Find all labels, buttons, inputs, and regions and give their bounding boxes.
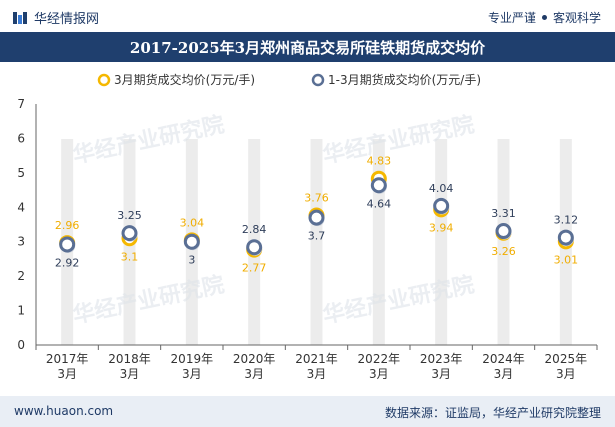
top-bar: 华经情报网 专业严谨 客观科学	[0, 0, 615, 32]
data-label-cumulative: 3.31	[491, 207, 516, 220]
y-tick-label: 1	[17, 304, 25, 318]
data-label-march: 3.26	[491, 245, 516, 258]
data-label-cumulative: 3	[188, 254, 195, 267]
tagline-left: 专业严谨	[487, 11, 536, 25]
x-tick-label: 2024年 3月	[482, 352, 525, 381]
x-tick-label: 2023年 3月	[420, 352, 463, 381]
data-label-march: 3.1	[121, 250, 139, 263]
data-label-cumulative: 4.04	[429, 182, 454, 195]
data-label-cumulative: 2.84	[242, 223, 267, 236]
data-label-march: 3.04	[180, 216, 205, 229]
data-label-march: 2.96	[55, 219, 80, 232]
watermark-text: 华经产业研究院	[71, 111, 227, 168]
point-cumulative	[557, 229, 574, 246]
footer-site[interactable]: www.huaon.com	[14, 404, 114, 418]
legend-marker-cumulative	[311, 73, 325, 87]
legend: 3月期货成交均价(万元/手) 1-3月期货成交均价(万元/手)	[97, 72, 481, 87]
x-tick-label: 2025年 3月	[545, 352, 588, 381]
y-tick-label: 7	[17, 97, 25, 111]
tagline-right: 客观科学	[552, 11, 601, 25]
data-label-march: 3.01	[554, 253, 579, 266]
tagline-dot-icon	[541, 15, 547, 20]
x-tick-label: 2020年 3月	[233, 352, 276, 381]
legend-label-march: 3月期货成交均价(万元/手)	[114, 72, 255, 87]
point-cumulative	[495, 223, 512, 240]
watermark-text: 华经产业研究院	[321, 271, 477, 328]
category-band	[497, 139, 510, 345]
point-cumulative	[433, 197, 450, 214]
marks: 2.96 2.92 3.1 3.25 3.04 3 2.77 2.84 3.76 3.7 4.83 4…	[55, 155, 578, 275]
y-tick-label: 4	[17, 200, 25, 214]
data-label-cumulative: 4.64	[367, 197, 392, 210]
footer: www.huaon.com 数据来源：证监局，华经产业研究院整理	[0, 396, 615, 427]
point-cumulative	[370, 177, 387, 194]
x-tick-label: 2017年 3月	[46, 352, 89, 381]
brand[interactable]: 华经情报网	[12, 8, 99, 27]
point-cumulative	[246, 239, 263, 256]
watermark-text: 华经产业研究院	[71, 271, 227, 328]
x-tick-label: 2018年 3月	[108, 352, 151, 381]
data-label-cumulative: 3.25	[117, 209, 142, 222]
logo-icon	[13, 11, 27, 24]
y-tick-label: 5	[17, 166, 25, 180]
brand-name: 华经情报网	[34, 12, 100, 27]
legend-marker-march	[97, 73, 111, 87]
footer-source: 数据来源：证监局，华经产业研究院整理	[384, 406, 601, 420]
category-band	[310, 139, 323, 345]
tagline: 专业严谨 客观科学	[488, 9, 601, 26]
y-tick-label: 6	[17, 131, 25, 145]
chart-title: 2017-2025年3月郑州商品交易所硅铁期货成交均价	[129, 38, 486, 57]
data-label-march: 3.94	[429, 221, 454, 234]
x-tick-label: 2019年 3月	[171, 352, 214, 381]
y-tick-label: 2	[17, 269, 25, 283]
point-cumulative	[59, 236, 76, 253]
data-label-march: 3.76	[304, 192, 329, 205]
legend-label-cumulative: 1-3月期货成交均价(万元/手)	[328, 72, 481, 87]
point-cumulative	[308, 209, 325, 226]
y-tick-label: 3	[17, 235, 25, 249]
chart-title-bar: 2017-2025年3月郑州商品交易所硅铁期货成交均价	[0, 32, 615, 62]
y-tick-label: 0	[17, 338, 25, 352]
watermark-text: 华经产业研究院	[321, 111, 477, 168]
point-cumulative	[183, 233, 200, 250]
data-label-march: 2.77	[242, 262, 267, 275]
axes: 0 1 2 3 4 5 6 7 2017年 3月 2018年 3月 2019年 3月 2020年 3月 2021…	[17, 97, 598, 381]
data-label-cumulative: 2.92	[55, 256, 80, 269]
category-band	[435, 139, 448, 345]
data-label-cumulative: 3.7	[308, 230, 326, 243]
x-tick-label: 2021年 3月	[295, 352, 338, 381]
data-label-cumulative: 3.12	[554, 214, 579, 227]
data-label-march: 4.83	[367, 155, 392, 168]
point-cumulative	[121, 225, 138, 242]
x-tick-label: 2022年 3月	[358, 352, 401, 381]
